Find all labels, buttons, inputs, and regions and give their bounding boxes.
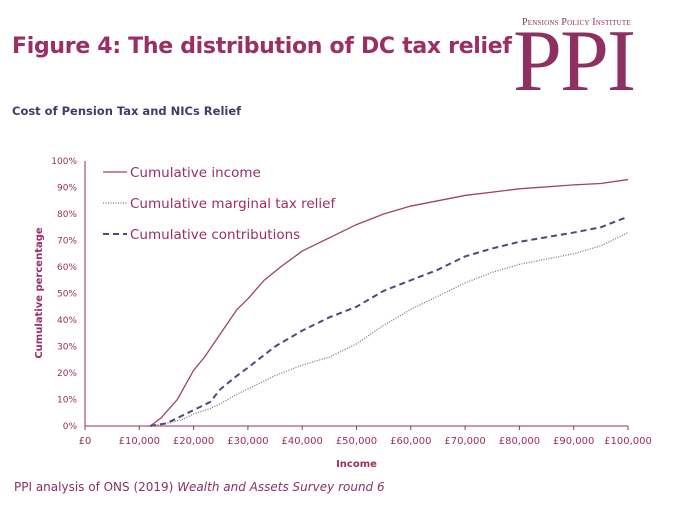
x-tick-label: £60,000 [390, 436, 431, 447]
cumulative-income-line [149, 178, 629, 427]
cumulative-contributions-line [149, 215, 629, 427]
y-tick-label: 70% [57, 237, 77, 247]
y-axis-label: Cumulative percentage [34, 227, 45, 359]
ppi-logo: PPI [513, 13, 636, 110]
x-tick-label: £20,000 [173, 436, 214, 447]
y-tick-label: 30% [57, 343, 77, 353]
y-tick-label: 20% [57, 369, 77, 379]
x-tick-label: £30,000 [227, 436, 268, 447]
legend-label-cumulative-contributions: Cumulative contributions [130, 227, 300, 243]
legend-label-cumulative-income: Cumulative income [130, 165, 261, 181]
x-tick-label: £50,000 [336, 436, 377, 447]
source-note: PPI analysis of ONS (2019) Wealth and As… [14, 480, 385, 494]
source-prefix: PPI analysis of ONS (2019) [14, 480, 178, 494]
source-title: Wealth and Assets Survey round 6 [177, 480, 385, 494]
x-tick-label: £40,000 [282, 436, 323, 447]
y-tick-label: 60% [57, 263, 77, 273]
x-tick-label: £90,000 [553, 436, 594, 447]
logo-caption: Pensions Policy Institute [522, 17, 631, 28]
y-tick-label: 90% [57, 184, 77, 194]
cumulative-marginal-tax-relief-line [150, 231, 629, 427]
x-axis-label: Income [336, 459, 377, 470]
x-tick-label: £10,000 [119, 436, 160, 447]
chart-subtitle: Cost of Pension Tax and NICs Relief [12, 104, 242, 118]
y-tick-label: 100% [51, 157, 77, 167]
x-tick-label: £0 [79, 436, 92, 447]
x-tick-label: £100,000 [604, 436, 652, 447]
y-tick-label: 0% [63, 422, 78, 432]
page-title: Figure 4: The distribution of DC tax rel… [12, 34, 512, 59]
y-tick-label: 10% [57, 396, 77, 406]
y-tick-label: 40% [57, 316, 77, 326]
y-tick-label: 50% [57, 290, 77, 300]
x-tick-label: £80,000 [499, 436, 540, 447]
y-tick-label: 80% [57, 210, 77, 220]
legend-label-cumulative-marginal-tax-relief: Cumulative marginal tax relief [130, 196, 336, 212]
x-tick-label: £70,000 [444, 436, 485, 447]
